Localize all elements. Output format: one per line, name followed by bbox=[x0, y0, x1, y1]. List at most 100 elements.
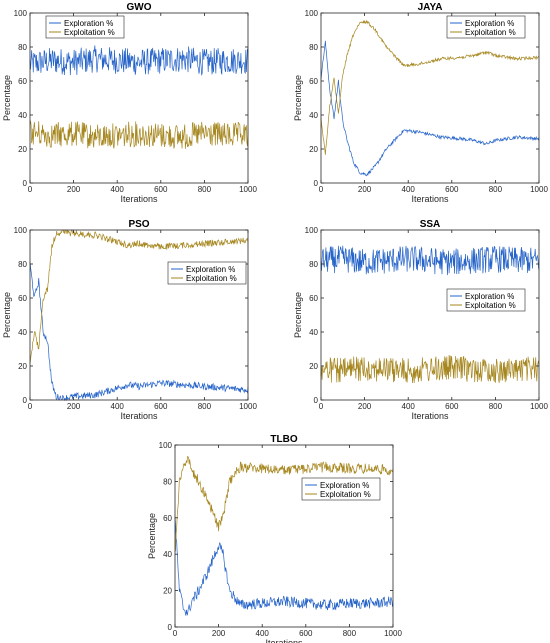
legend: Exploration %Exploitation % bbox=[446, 288, 526, 312]
y-tick-label: 80 bbox=[163, 477, 172, 486]
y-tick-label: 100 bbox=[14, 226, 28, 235]
y-tick-label: 60 bbox=[309, 294, 318, 303]
x-tick-label: 800 bbox=[489, 402, 503, 411]
x-tick-label: 200 bbox=[358, 402, 372, 411]
legend-label-exploitation: Exploitation % bbox=[186, 274, 237, 283]
legend-label-exploration: Exploration % bbox=[465, 292, 514, 301]
x-tick-label: 400 bbox=[111, 402, 125, 411]
legend-box bbox=[446, 15, 526, 39]
legend: Exploration %Exploitation % bbox=[167, 261, 247, 285]
series-line-exploration bbox=[29, 45, 249, 76]
y-tick-label: 80 bbox=[309, 260, 318, 269]
x-axis-label: Iterations bbox=[120, 194, 158, 204]
x-axis-label: Iterations bbox=[411, 411, 449, 421]
x-tick-label: 800 bbox=[343, 629, 357, 638]
x-tick-label: 800 bbox=[489, 185, 503, 194]
y-axis-label: Percentage bbox=[147, 513, 157, 559]
x-tick-label: 600 bbox=[299, 629, 313, 638]
y-tick-label: 60 bbox=[18, 294, 27, 303]
legend-label-exploration: Exploration % bbox=[465, 19, 514, 28]
chart-jaya: 0 200 400 600 800 1000 0 20 40 60 80 100 JAYA Iterati… bbox=[293, 2, 548, 204]
y-tick-label: 100 bbox=[305, 226, 319, 235]
y-tick-label: 40 bbox=[18, 328, 27, 337]
chart-gwo: 0 200 400 600 800 1000 0 20 40 60 80 100 GWO Iteratio… bbox=[2, 2, 257, 204]
y-axis-label: Percentage bbox=[293, 292, 303, 338]
x-tick-label: 800 bbox=[198, 402, 212, 411]
series-line-exploration bbox=[320, 40, 540, 177]
x-tick-label: 600 bbox=[154, 185, 168, 194]
series-line-exploration bbox=[320, 245, 540, 276]
chart-title: SSA bbox=[420, 219, 441, 230]
x-tick-label: 1000 bbox=[384, 629, 402, 638]
x-tick-label: 0 bbox=[28, 185, 33, 194]
y-tick-label: 60 bbox=[309, 77, 318, 86]
y-tick-label: 100 bbox=[159, 441, 173, 450]
chart-title: JAYA bbox=[418, 2, 443, 13]
y-tick-label: 0 bbox=[314, 396, 319, 405]
y-tick-label: 60 bbox=[18, 77, 27, 86]
legend: Exploration %Exploitation % bbox=[301, 477, 381, 501]
x-tick-label: 1000 bbox=[530, 402, 548, 411]
x-tick-label: 0 bbox=[28, 402, 33, 411]
y-tick-label: 20 bbox=[309, 145, 318, 154]
y-axis-label: Percentage bbox=[2, 75, 12, 121]
chart-pso: 0 200 400 600 800 1000 0 20 40 60 80 100 PSO Iteratio… bbox=[2, 219, 257, 421]
legend: Exploration %Exploitation % bbox=[45, 15, 125, 39]
y-tick-label: 40 bbox=[309, 328, 318, 337]
x-axis-label: Iterations bbox=[265, 638, 303, 643]
y-axis-label: Percentage bbox=[2, 292, 12, 338]
x-tick-label: 400 bbox=[111, 185, 125, 194]
series-line-exploitation bbox=[174, 455, 394, 552]
x-tick-label: 1000 bbox=[239, 402, 257, 411]
y-tick-label: 60 bbox=[163, 514, 172, 523]
x-tick-label: 800 bbox=[198, 185, 212, 194]
x-tick-label: 400 bbox=[402, 402, 416, 411]
legend-box bbox=[446, 288, 526, 312]
series-line-exploitation bbox=[29, 120, 249, 149]
y-tick-label: 20 bbox=[18, 362, 27, 371]
legend-label-exploitation: Exploitation % bbox=[320, 490, 371, 499]
x-tick-label: 600 bbox=[445, 185, 459, 194]
x-tick-label: 200 bbox=[67, 185, 81, 194]
series-line-exploitation bbox=[320, 19, 540, 155]
x-tick-label: 0 bbox=[319, 185, 324, 194]
legend-box bbox=[301, 477, 381, 501]
chart-title: GWO bbox=[127, 2, 152, 13]
y-tick-label: 40 bbox=[309, 111, 318, 120]
y-tick-label: 80 bbox=[309, 43, 318, 52]
plot-frame bbox=[320, 229, 540, 401]
y-tick-label: 0 bbox=[314, 179, 319, 188]
legend-box bbox=[45, 15, 125, 39]
legend: Exploration %Exploitation % bbox=[446, 15, 526, 39]
x-tick-label: 0 bbox=[173, 629, 178, 638]
y-tick-label: 100 bbox=[305, 9, 319, 18]
x-tick-label: 400 bbox=[402, 185, 416, 194]
legend-label-exploration: Exploration % bbox=[186, 265, 235, 274]
y-tick-label: 0 bbox=[23, 179, 28, 188]
x-tick-label: 600 bbox=[154, 402, 168, 411]
y-tick-label: 20 bbox=[163, 587, 172, 596]
legend-label-exploitation: Exploitation % bbox=[465, 301, 516, 310]
x-tick-label: 400 bbox=[256, 629, 270, 638]
y-tick-label: 100 bbox=[14, 9, 28, 18]
y-tick-label: 80 bbox=[18, 43, 27, 52]
legend-label-exploration: Exploration % bbox=[320, 481, 369, 490]
x-tick-label: 200 bbox=[358, 185, 372, 194]
y-tick-label: 40 bbox=[18, 111, 27, 120]
chart-ssa: 0 200 400 600 800 1000 0 20 40 60 80 100 SSA Iteratio… bbox=[293, 219, 548, 421]
x-tick-label: 1000 bbox=[239, 185, 257, 194]
x-tick-label: 1000 bbox=[530, 185, 548, 194]
legend-label-exploitation: Exploitation % bbox=[465, 28, 516, 37]
legend-label-exploration: Exploration % bbox=[64, 19, 113, 28]
plot-frame bbox=[29, 229, 249, 401]
y-tick-label: 20 bbox=[309, 362, 318, 371]
x-axis-label: Iterations bbox=[120, 411, 158, 421]
plot-frame bbox=[174, 444, 394, 628]
x-tick-label: 200 bbox=[67, 402, 81, 411]
plot-frame bbox=[320, 12, 540, 184]
chart-title: PSO bbox=[128, 219, 149, 230]
y-tick-label: 0 bbox=[23, 396, 28, 405]
x-tick-label: 0 bbox=[319, 402, 324, 411]
series-line-exploitation bbox=[320, 355, 540, 384]
